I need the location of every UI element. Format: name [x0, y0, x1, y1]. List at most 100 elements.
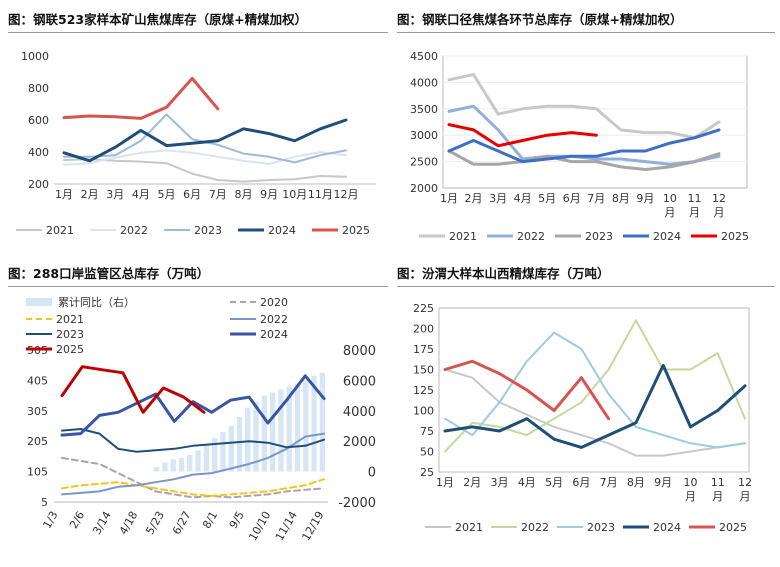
bar-cumulative-yoy: [261, 395, 267, 472]
series-line-2024: [443, 363, 747, 449]
x-tick-label: 5月: [158, 188, 176, 201]
x-tick-label: 10/10: [246, 509, 273, 543]
x-tick-label: 9月: [636, 192, 654, 205]
legend-label: 2022: [521, 521, 549, 534]
x-tick-label: 12月: [334, 188, 359, 201]
x-tick-label: 11: [711, 476, 725, 489]
legend-label: 2023: [587, 521, 615, 534]
y-tick-label: 225: [413, 302, 434, 315]
x-tick-label-line2: 月: [714, 206, 725, 219]
series-line-2022: [61, 432, 325, 496]
title-divider: [8, 32, 388, 33]
y-tick-label: 200: [413, 323, 434, 336]
x-tick-label: 4/18: [117, 509, 141, 537]
y2-tick-label: 2000: [343, 435, 376, 450]
bar-cumulative-yoy: [228, 426, 234, 472]
series-line-2020: [61, 456, 325, 499]
bar-cumulative-yoy: [303, 380, 309, 472]
x-tick-label-line2: 月: [740, 490, 751, 503]
x-tick-label: 3/14: [90, 509, 114, 537]
y-tick-label: 100: [413, 405, 434, 418]
x-tick-label: 3月: [489, 192, 507, 205]
y-tick-label: 150: [413, 364, 434, 377]
y-tick-label: 405: [27, 374, 48, 387]
legend-label: 2024: [260, 328, 288, 341]
y-tick-label: 125: [413, 384, 434, 397]
bar-cumulative-yoy: [162, 462, 168, 472]
legend-swatch-bars: [26, 298, 52, 306]
chart-title: 图：钢联口径焦煤各环节总库存（原煤+精煤加权）: [397, 12, 683, 27]
legend-label: 2023: [194, 224, 222, 237]
bar-cumulative-yoy: [270, 392, 276, 472]
x-tick-label: 7月: [209, 188, 227, 201]
bar-cumulative-yoy: [245, 407, 251, 472]
x-tick-label: 1月: [436, 476, 454, 489]
legend-label: 2023: [56, 328, 84, 341]
series-line-2021: [63, 158, 347, 183]
series-line-2025: [60, 365, 206, 414]
y-tick-label: 2500: [410, 156, 438, 169]
legend-label: 2022: [517, 230, 545, 243]
legend-label: 2020: [260, 296, 288, 309]
y-tick-label: 105: [27, 466, 48, 479]
x-tick-label: 12/19: [299, 509, 326, 543]
x-tick-label: 4月: [132, 188, 150, 201]
title-divider: [8, 286, 388, 287]
y-tick-label: 25: [420, 466, 434, 479]
chart-canvas: 2000 2500 3000 3500 4000 4500 1月 2月 3月 4月 5月 6月 7月 8月…: [410, 50, 749, 243]
x-tick-label: 2月: [465, 192, 483, 205]
title-divider: [397, 32, 775, 33]
x-tick-label: 5月: [545, 476, 563, 489]
x-tick-label-line2: 月: [685, 490, 696, 503]
x-tick-label: 4月: [514, 192, 532, 205]
bar-cumulative-yoy: [195, 450, 201, 472]
x-tick-label: 6月: [563, 192, 581, 205]
panel-coking-coal-total-inventory: 图：钢联口径焦煤各环节总库存（原煤+精煤加权） 2000 2500 3000 3500…: [397, 8, 775, 252]
y2-tick-label: 0: [368, 466, 376, 481]
y-tick-label: 3500: [410, 103, 438, 116]
x-tick-label: 6月: [183, 188, 201, 201]
series-line-2025: [62, 76, 220, 120]
legend-label: 2025: [56, 343, 84, 356]
y-tick-label: 2000: [410, 182, 438, 195]
series-line-2021: [447, 73, 721, 140]
y-tick-label: 600: [28, 114, 49, 127]
x-tick-label: 7月: [600, 476, 618, 489]
legend-label: 2021: [449, 230, 477, 243]
y-tick-label: 400: [28, 146, 49, 159]
legend-label: 2021: [46, 224, 74, 237]
series-line-2022: [444, 319, 746, 453]
x-tick-label: 12: [738, 476, 752, 489]
x-tick-label: 9/5: [227, 509, 247, 531]
legend-label: 2022: [260, 313, 288, 326]
bar-cumulative-yoy: [253, 401, 259, 472]
x-tick-label: 1月: [440, 192, 458, 205]
legend-label: 2025: [342, 224, 370, 237]
legend-label: 2023: [585, 230, 613, 243]
bar-cumulative-yoy: [154, 467, 160, 472]
x-tick-label: 11: [687, 192, 701, 205]
series-line-2025: [443, 359, 611, 421]
y-tick-label: 50: [420, 446, 434, 459]
x-tick-label: 1月: [55, 188, 73, 201]
x-tick-label: 3月: [491, 476, 509, 489]
x-tick-label: 8月: [234, 188, 252, 201]
series-line-2024: [62, 118, 348, 163]
x-tick-label: 6月: [572, 476, 590, 489]
legend-label: 2022: [120, 224, 148, 237]
x-tick-label-line2: 月: [712, 490, 723, 503]
bar-cumulative-yoy: [212, 438, 218, 472]
legend-label: 2024: [268, 224, 296, 237]
x-tick-label: 12: [712, 192, 726, 205]
bar-cumulative-yoy: [236, 416, 243, 472]
bar-cumulative-yoy: [294, 383, 301, 472]
panel-shanxi-clean-coal-inventory: 图：汾渭大样本山西精煤库存（万吨） 25 50 75 100 125 150 175 200 2…: [397, 262, 775, 562]
panel-port-inventory: 图：288口岸监管区总库存（万吨） 5105205305405505-20000…: [8, 262, 388, 562]
legend-label: 2021: [56, 313, 84, 326]
series-line-2021: [61, 478, 325, 497]
x-tick-label: 2月: [463, 476, 481, 489]
bar-cumulative-yoy: [278, 389, 284, 472]
x-tick-label: 11月: [308, 188, 333, 201]
x-tick-label: 8/1: [200, 509, 220, 531]
legend-label: 2021: [455, 521, 483, 534]
